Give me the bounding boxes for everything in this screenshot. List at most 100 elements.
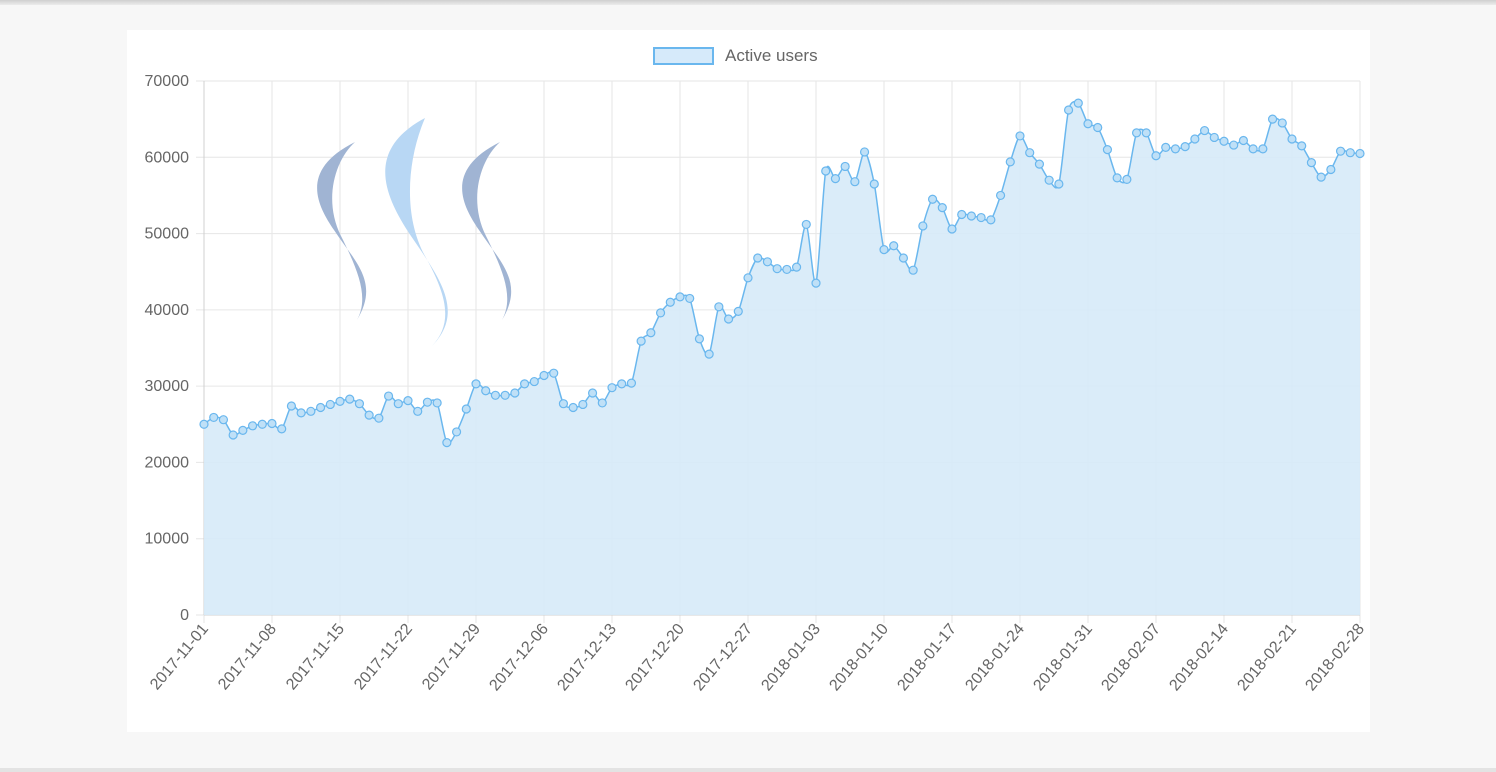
data-point[interactable] xyxy=(1161,142,1171,152)
data-point[interactable] xyxy=(1005,157,1015,167)
data-point[interactable] xyxy=(801,219,811,230)
data-point[interactable] xyxy=(1073,98,1083,108)
data-point[interactable] xyxy=(354,399,365,409)
data-point[interactable] xyxy=(296,408,306,418)
data-point[interactable] xyxy=(791,262,802,272)
data-point[interactable] xyxy=(723,314,734,324)
data-point[interactable] xyxy=(937,203,947,213)
data-point[interactable] xyxy=(1326,164,1336,175)
data-point[interactable] xyxy=(1277,118,1287,128)
data-point[interactable] xyxy=(859,147,870,157)
data-point[interactable] xyxy=(1083,119,1093,129)
data-point[interactable] xyxy=(247,421,258,431)
data-point[interactable] xyxy=(1054,179,1064,189)
data-point[interactable] xyxy=(442,437,452,448)
data-point[interactable] xyxy=(1151,151,1161,161)
data-point[interactable] xyxy=(471,379,481,389)
data-point[interactable] xyxy=(393,399,403,409)
data-point[interactable] xyxy=(675,292,685,302)
data-point[interactable] xyxy=(898,253,909,263)
data-point[interactable] xyxy=(655,308,666,318)
data-point[interactable] xyxy=(364,410,374,420)
data-point[interactable] xyxy=(1141,128,1151,138)
data-point[interactable] xyxy=(976,212,986,223)
data-point[interactable] xyxy=(607,383,617,393)
data-point[interactable] xyxy=(743,273,753,283)
data-point[interactable] xyxy=(558,399,569,409)
data-point[interactable] xyxy=(1015,131,1025,141)
data-point[interactable] xyxy=(568,402,578,413)
data-point[interactable] xyxy=(1219,136,1229,146)
data-point[interactable] xyxy=(1267,114,1278,124)
data-point[interactable] xyxy=(306,406,316,416)
data-point[interactable] xyxy=(199,419,209,429)
data-point[interactable] xyxy=(918,221,928,231)
data-point[interactable] xyxy=(451,427,462,437)
data-point[interactable] xyxy=(529,376,539,387)
data-point[interactable] xyxy=(889,241,899,251)
data-point[interactable] xyxy=(1190,134,1200,144)
data-point[interactable] xyxy=(995,190,1006,201)
data-point[interactable] xyxy=(1025,148,1035,158)
data-point[interactable] xyxy=(228,430,238,440)
data-point[interactable] xyxy=(879,244,889,255)
data-point[interactable] xyxy=(345,394,355,404)
data-point[interactable] xyxy=(519,379,530,389)
data-point[interactable] xyxy=(325,399,335,410)
data-point[interactable] xyxy=(908,265,918,275)
data-point[interactable] xyxy=(481,386,491,396)
data-point[interactable] xyxy=(238,425,248,435)
data-point[interactable] xyxy=(811,278,821,288)
data-point[interactable] xyxy=(850,177,860,187)
data-point[interactable] xyxy=(1316,172,1326,182)
data-point[interactable] xyxy=(549,368,559,378)
data-point[interactable] xyxy=(1229,140,1239,150)
data-point[interactable] xyxy=(772,264,782,274)
data-point[interactable] xyxy=(1034,159,1045,169)
data-point[interactable] xyxy=(957,209,967,220)
data-point[interactable] xyxy=(277,424,287,434)
data-point[interactable] xyxy=(927,194,938,204)
data-point[interactable] xyxy=(821,166,831,176)
data-point[interactable] xyxy=(1180,142,1190,152)
data-point[interactable] xyxy=(432,398,442,408)
data-point[interactable] xyxy=(1335,146,1346,156)
data-point[interactable] xyxy=(636,336,646,346)
data-point[interactable] xyxy=(1209,132,1219,143)
data-point[interactable] xyxy=(986,215,996,225)
data-point[interactable] xyxy=(218,415,229,425)
data-point[interactable] xyxy=(1238,135,1249,146)
data-point[interactable] xyxy=(714,302,724,312)
data-point[interactable] xyxy=(753,253,763,263)
data-point[interactable] xyxy=(383,391,394,401)
data-point[interactable] xyxy=(335,396,345,406)
data-point[interactable] xyxy=(782,264,792,275)
data-point[interactable] xyxy=(1287,134,1297,144)
data-point[interactable] xyxy=(1122,174,1132,185)
data-point[interactable] xyxy=(1306,158,1317,168)
data-point[interactable] xyxy=(374,413,384,423)
data-point[interactable] xyxy=(578,399,588,410)
data-point[interactable] xyxy=(733,306,743,316)
data-point[interactable] xyxy=(422,397,433,407)
data-point[interactable] xyxy=(403,396,413,406)
data-point[interactable] xyxy=(286,401,297,411)
data-point[interactable] xyxy=(1044,175,1054,185)
data-point[interactable] xyxy=(257,419,267,429)
data-point[interactable] xyxy=(461,404,471,414)
data-point[interactable] xyxy=(626,378,637,388)
data-point[interactable] xyxy=(617,379,627,389)
data-point[interactable] xyxy=(490,390,501,400)
data-point[interactable] xyxy=(315,402,326,413)
data-point[interactable] xyxy=(1170,144,1181,154)
data-point[interactable] xyxy=(685,293,695,304)
data-point[interactable] xyxy=(1345,148,1355,158)
data-point[interactable] xyxy=(510,388,520,398)
data-point[interactable] xyxy=(1093,122,1103,133)
data-point[interactable] xyxy=(1297,141,1307,151)
legend[interactable]: Active users xyxy=(653,44,818,68)
data-point[interactable] xyxy=(413,406,423,416)
data-point[interactable] xyxy=(1063,105,1074,115)
data-point[interactable] xyxy=(500,390,510,400)
data-point[interactable] xyxy=(1102,145,1113,155)
